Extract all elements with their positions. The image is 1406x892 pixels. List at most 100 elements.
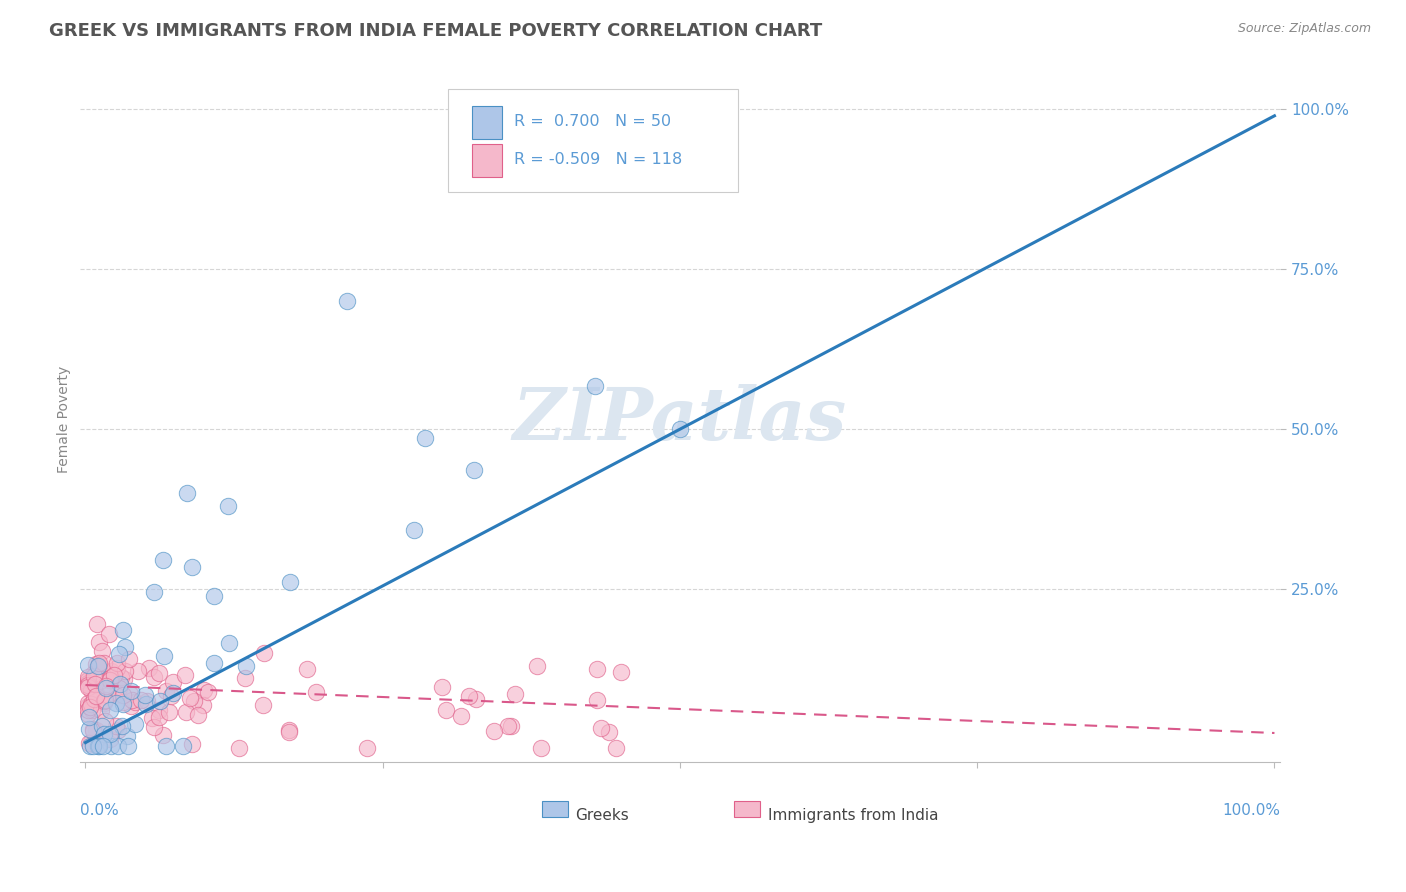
Point — [82, 737, 104, 751]
Text: Immigrants from India: Immigrants from India — [768, 808, 938, 823]
Point — [84, 677, 107, 691]
Point — [605, 740, 627, 755]
Point — [76, 677, 98, 691]
Point — [217, 499, 239, 513]
Point — [79, 739, 101, 753]
Text: R =  0.700   N = 50: R = 0.700 N = 50 — [515, 114, 671, 129]
Point — [129, 692, 152, 706]
Point — [105, 696, 128, 710]
Point — [98, 726, 121, 740]
Point — [505, 687, 527, 701]
Point — [83, 692, 105, 706]
FancyBboxPatch shape — [472, 106, 502, 139]
Point — [87, 658, 110, 673]
Point — [89, 739, 111, 753]
Point — [93, 656, 115, 670]
Point — [94, 681, 117, 695]
Point — [162, 675, 184, 690]
Point — [100, 739, 122, 753]
Point — [98, 731, 121, 746]
Point — [181, 737, 204, 751]
Point — [278, 724, 301, 739]
Point — [107, 739, 129, 753]
Point — [87, 739, 110, 753]
Point — [114, 640, 136, 654]
Point — [155, 684, 177, 698]
FancyBboxPatch shape — [449, 89, 738, 193]
Point — [586, 693, 609, 707]
Point — [235, 659, 257, 673]
Point — [152, 728, 174, 742]
Point — [174, 668, 197, 682]
Point — [669, 422, 692, 436]
Point — [76, 657, 98, 672]
Text: 100.0%: 100.0% — [1222, 803, 1281, 818]
Point — [450, 709, 472, 723]
Point — [80, 683, 103, 698]
Point — [114, 665, 136, 679]
Point — [93, 696, 115, 710]
Point — [110, 670, 132, 684]
Point — [197, 685, 219, 699]
Point — [91, 719, 114, 733]
Point — [80, 680, 103, 694]
Point — [76, 699, 98, 714]
Point — [82, 723, 104, 738]
Point — [86, 689, 108, 703]
Point — [87, 659, 110, 673]
Point — [103, 668, 125, 682]
Point — [583, 379, 606, 393]
Point — [93, 726, 115, 740]
FancyBboxPatch shape — [472, 144, 502, 177]
Point — [228, 740, 250, 755]
Point — [83, 669, 105, 683]
Point — [87, 657, 110, 671]
Point — [120, 687, 142, 701]
Point — [174, 706, 197, 720]
Point — [278, 575, 301, 590]
Point — [100, 664, 122, 678]
Point — [76, 696, 98, 710]
Point — [111, 695, 134, 709]
Point — [143, 720, 166, 734]
Point — [107, 723, 129, 737]
Text: 0.0%: 0.0% — [80, 803, 118, 818]
Point — [82, 667, 104, 681]
Point — [107, 681, 129, 696]
Point — [117, 739, 139, 753]
Point — [80, 697, 103, 711]
Text: GREEK VS IMMIGRANTS FROM INDIA FEMALE POVERTY CORRELATION CHART: GREEK VS IMMIGRANTS FROM INDIA FEMALE PO… — [49, 22, 823, 40]
Y-axis label: Female Poverty: Female Poverty — [58, 366, 72, 474]
Point — [191, 698, 214, 713]
Point — [148, 665, 170, 680]
Point — [530, 740, 553, 755]
Point — [120, 698, 142, 713]
Point — [86, 617, 108, 632]
Point — [93, 714, 115, 728]
Point — [585, 662, 607, 676]
Point — [434, 703, 457, 717]
Point — [430, 680, 453, 694]
Point — [135, 693, 157, 707]
Point — [356, 740, 378, 755]
Point — [458, 689, 481, 703]
Point — [143, 670, 166, 684]
Text: Source: ZipAtlas.com: Source: ZipAtlas.com — [1237, 22, 1371, 36]
Point — [76, 681, 98, 695]
Point — [183, 693, 205, 707]
Point — [94, 693, 117, 707]
Point — [108, 647, 131, 661]
Point — [160, 689, 183, 703]
Point — [134, 688, 156, 702]
Point — [501, 719, 523, 733]
Point — [482, 723, 505, 738]
Point — [76, 670, 98, 684]
Point — [82, 702, 104, 716]
Point — [463, 462, 485, 476]
Point — [496, 719, 519, 733]
Point — [589, 721, 612, 735]
Point — [76, 703, 98, 717]
Point — [121, 693, 143, 707]
Point — [83, 684, 105, 698]
Point — [100, 673, 122, 687]
